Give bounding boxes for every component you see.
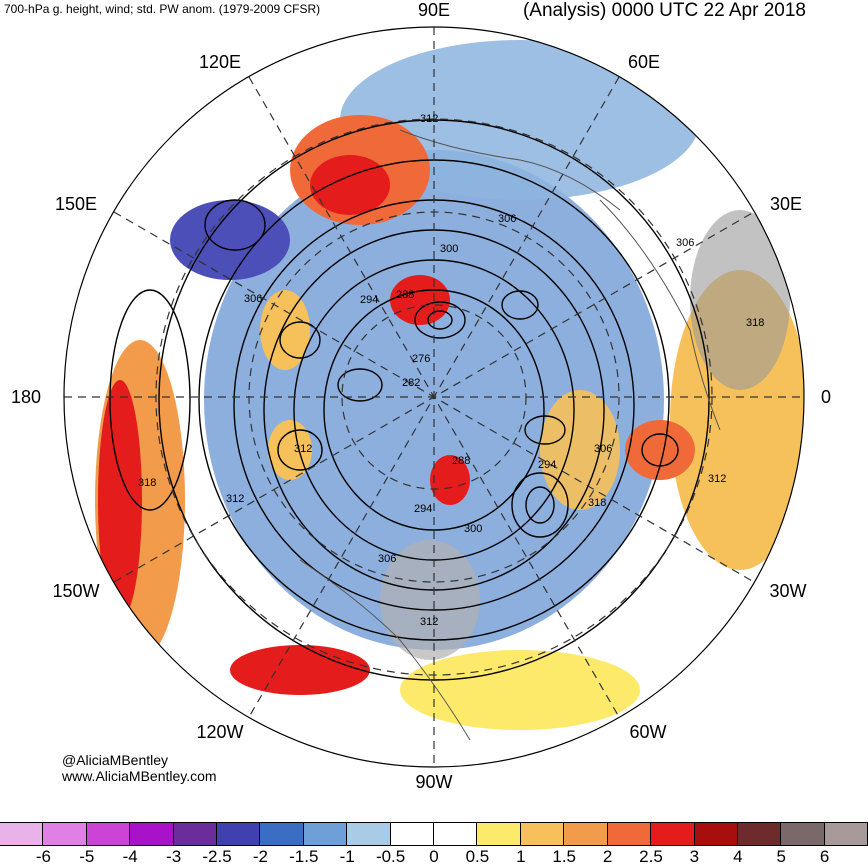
contour-label: 306: [244, 293, 262, 305]
lon-label-120e: 120E: [199, 52, 241, 72]
colorbar-swatch: [781, 823, 825, 845]
colorbar-swatch: [824, 823, 868, 845]
credit-website: www.AliciaMBentley.com: [62, 768, 217, 784]
colorbar-swatch: [0, 823, 44, 845]
contour-label: 312: [708, 473, 726, 485]
anomaly-area: [310, 155, 390, 215]
lon-label-150w: 150W: [52, 581, 99, 601]
colorbar-swatch: [86, 823, 131, 845]
anomaly-area: [260, 290, 310, 370]
contour-label: 282: [402, 377, 420, 389]
colorbar-tick-label: -0.5: [375, 847, 406, 866]
colorbar-swatch: [434, 823, 478, 845]
colorbar-swatch: [737, 823, 782, 845]
anomaly-area: [230, 645, 370, 695]
contour-label: 318: [588, 497, 606, 509]
coastlines: [299, 129, 721, 741]
lon-label-0: 0: [821, 387, 831, 407]
map-title-left: 700-hPa g. height, wind; std. PW anom. (…: [4, 2, 321, 16]
colorbar-swatch: [217, 823, 261, 845]
lon-label-90e: 90E: [418, 0, 450, 20]
colorbar-swatch: [564, 823, 608, 845]
contour-label: 288: [396, 289, 414, 301]
colorbar-tick-label: -1.5: [289, 847, 319, 866]
colorbar-tick-label: 1.5: [552, 847, 577, 866]
contour-label: 312: [226, 493, 244, 505]
colorbar-swatch: [347, 823, 391, 845]
colorbar-swatch: [390, 823, 435, 845]
colorbar-tick-label: 2.5: [639, 847, 663, 866]
graticule: [64, 27, 804, 767]
contour-label: 318: [746, 317, 764, 329]
contour-label: 312: [420, 616, 438, 628]
colorbar-tick-label: -1: [339, 847, 355, 866]
lon-label-150e: 150E: [55, 194, 97, 214]
contour-label: 318: [138, 477, 156, 489]
colorbar-tick-label: -6: [35, 847, 51, 866]
colorbar-swatch: [520, 823, 565, 845]
contour-label: 276: [412, 353, 430, 365]
colorbar-ticks: -6 -5 -4 -3 -2.5 -2 -1.5 -1 -0.5 0 0.5 1 1.5 2 2.5 3 4 5 6: [0, 846, 868, 866]
anomaly-area: [625, 420, 695, 480]
contour-label: 300: [440, 243, 458, 255]
anomaly-area: [380, 540, 480, 660]
colorbar-swatches: [0, 822, 868, 846]
contour-label: 294: [414, 503, 432, 515]
colorbar-tick-label: 0.5: [465, 847, 490, 866]
lon-label-60e: 60E: [628, 52, 660, 72]
colorbar-swatch: [43, 823, 87, 845]
colorbar-tick-label: 0: [429, 847, 439, 866]
lon-label-60w: 60W: [629, 722, 666, 742]
colorbar-tick-label: 1: [516, 847, 526, 866]
colorbar-tick-label: 5: [776, 847, 786, 866]
colorbar-tick-label: 6: [819, 847, 830, 866]
colorbar-tick-label: -2.5: [202, 847, 232, 866]
lon-label-180: 180: [11, 387, 41, 407]
polar-map: 90E 60E 30E 0 30W 60W 90W 120W 150W 180 …: [11, 0, 831, 792]
colorbar-tick-label: 2: [602, 847, 613, 866]
contour-label: 300: [464, 523, 482, 535]
contour-label: 306: [594, 443, 612, 455]
colorbar-swatch: [694, 823, 738, 845]
contour-label: 306: [378, 553, 396, 565]
colorbar-swatch: [130, 823, 174, 845]
map-title-right: (Analysis) 0000 UTC 22 Apr 2018: [522, 0, 806, 21]
colorbar-swatch: [477, 823, 521, 845]
contour-label: 312: [420, 113, 438, 125]
colorbar: -6 -5 -4 -3 -2.5 -2 -1.5 -1 -0.5 0 0.5 1 1.5 2 2.5 3 4 5 6: [0, 822, 868, 866]
contour-label: 306: [498, 213, 516, 225]
contour-label: 294: [538, 459, 556, 471]
colorbar-swatch: [303, 823, 348, 845]
anomaly-area: [98, 380, 142, 620]
colorbar-tick-label: -3: [166, 847, 182, 866]
anomaly-area: [430, 455, 470, 505]
contour-label: 288: [452, 455, 470, 467]
credit-handle: @AliciaMBentley: [62, 752, 169, 768]
colorbar-swatch: [173, 823, 218, 845]
map-boundary: [63, 26, 805, 768]
contour-label: 312: [294, 443, 312, 455]
colorbar-tick-label: -2: [252, 847, 268, 866]
lon-label-120w: 120W: [196, 722, 243, 742]
lon-label-30w: 30W: [769, 581, 806, 601]
colorbar-swatch: [607, 823, 652, 845]
anomaly-area: [690, 210, 790, 390]
contour-label: 294: [360, 294, 378, 306]
anomaly-area: [204, 150, 664, 650]
anomaly-area: [170, 200, 290, 280]
lon-label-90w: 90W: [415, 772, 452, 792]
lon-label-30e: 30E: [770, 194, 802, 214]
anomaly-area: [400, 650, 640, 730]
colorbar-swatch: [651, 823, 695, 845]
anomaly-area: [268, 420, 312, 480]
contour-label: 306: [676, 237, 694, 249]
colorbar-swatch: [260, 823, 304, 845]
colorbar-tick-label: -4: [122, 847, 138, 866]
colorbar-tick-label: -5: [79, 847, 95, 866]
colorbar-tick-label: 4: [733, 847, 743, 866]
colorbar-tick-label: 3: [689, 847, 700, 866]
